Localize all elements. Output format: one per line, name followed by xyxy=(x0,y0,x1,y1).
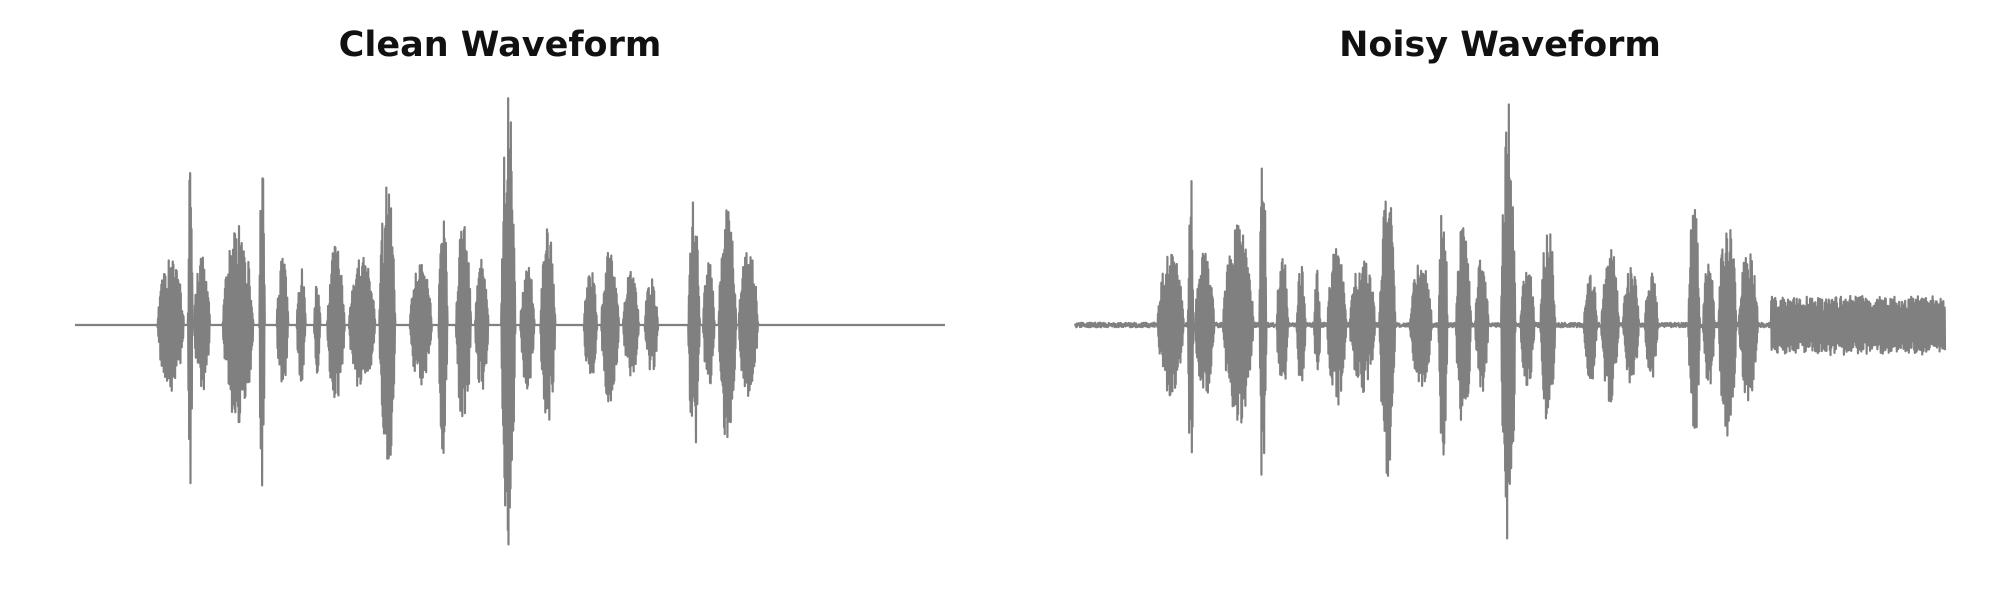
noisy-waveform-plot xyxy=(1073,103,1947,540)
chart-title-noisy: Noisy Waveform xyxy=(1339,25,1661,65)
noisy-waveform-panel: Noisy Waveform xyxy=(1000,0,2000,600)
clean-waveform-plot xyxy=(74,97,946,546)
chart-title-clean: Clean Waveform xyxy=(338,25,662,65)
clean-waveform-panel: Clean Waveform xyxy=(74,25,946,546)
waveform-series-line xyxy=(1073,103,1947,540)
waveform-series-line xyxy=(74,97,946,546)
